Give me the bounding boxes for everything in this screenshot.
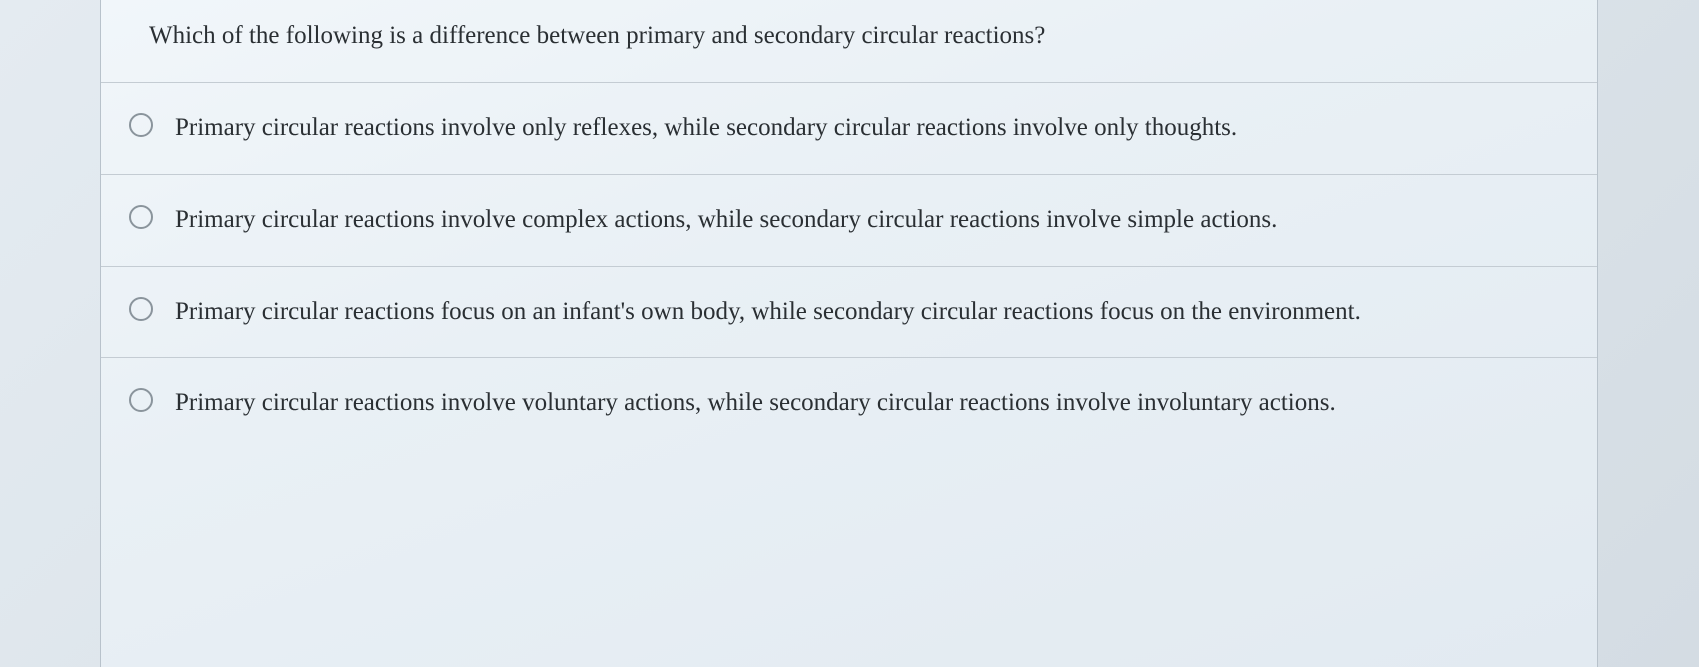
option-text: Primary circular reactions focus on an i… [175, 293, 1361, 332]
question-card: Which of the following is a difference b… [100, 0, 1598, 667]
radio-icon[interactable] [129, 113, 153, 137]
option-text: Primary circular reactions involve only … [175, 109, 1237, 148]
option-row[interactable]: Primary circular reactions involve compl… [101, 175, 1597, 267]
option-text: Primary circular reactions involve volun… [175, 384, 1336, 423]
radio-icon[interactable] [129, 388, 153, 412]
option-text: Primary circular reactions involve compl… [175, 201, 1277, 240]
option-row[interactable]: Primary circular reactions involve only … [101, 83, 1597, 175]
page-background: Which of the following is a difference b… [0, 0, 1699, 667]
radio-icon[interactable] [129, 205, 153, 229]
option-row[interactable]: Primary circular reactions involve volun… [101, 358, 1597, 449]
option-row[interactable]: Primary circular reactions focus on an i… [101, 267, 1597, 359]
question-prompt: Which of the following is a difference b… [101, 0, 1597, 83]
radio-icon[interactable] [129, 297, 153, 321]
options-list: Primary circular reactions involve only … [101, 83, 1597, 449]
